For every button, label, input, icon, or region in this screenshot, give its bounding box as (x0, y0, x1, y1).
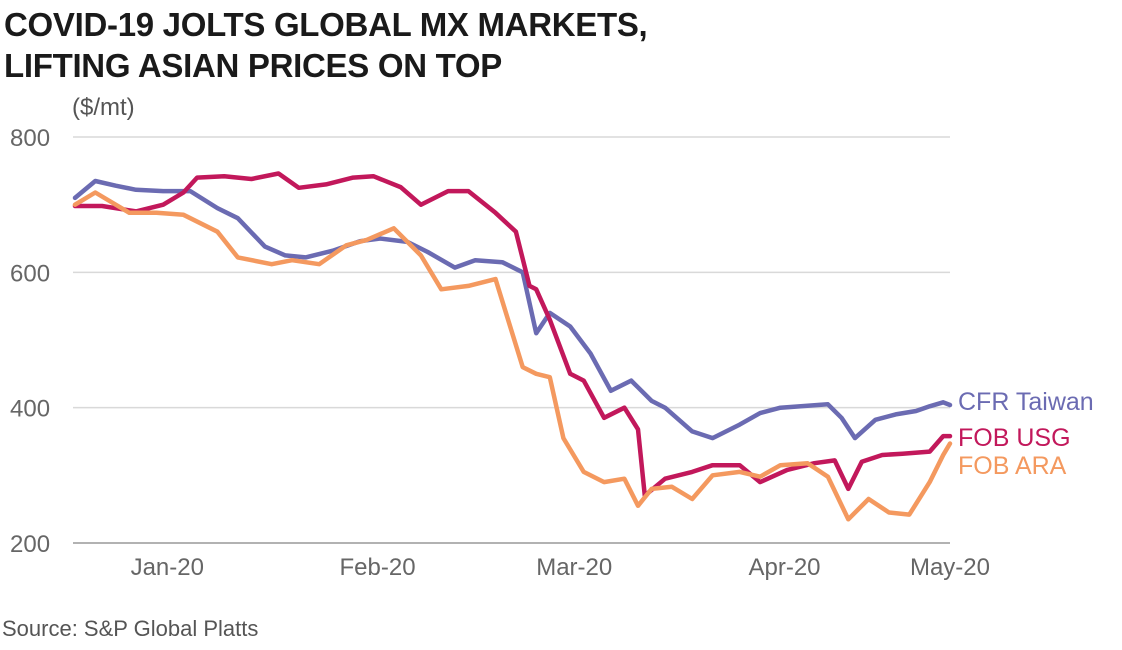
y-tick-label-400: 400 (10, 396, 50, 423)
line-chart: ($/mt) 200 400 600 800 Jan-20 Feb-20 Mar-20 Apr-… (10, 94, 1094, 581)
axes: ($/mt) 200 400 600 800 Jan-20 Feb-20 Mar-20 Apr-… (10, 94, 990, 581)
legend-label-fob-ara: FOB ARA (958, 452, 1067, 480)
series-lines (72, 171, 953, 522)
legend-label-cfr-taiwan: CFR Taiwan (958, 388, 1094, 416)
chart-title-line-1: COVID-19 JOLTS GLOBAL MX MARKETS, (4, 6, 648, 43)
y-tick-label-800: 800 (10, 125, 50, 152)
series-line-fob-usg (72, 171, 953, 498)
y-tick-label-600: 600 (10, 260, 50, 287)
y-axis-unit-label: ($/mt) (72, 94, 135, 121)
series-line-fob-ara (72, 190, 953, 522)
series-line-cfr-taiwan (72, 178, 953, 441)
x-tick-label-apr-20: Apr-20 (748, 554, 820, 581)
legend-label-fob-usg: FOB USG (958, 424, 1071, 452)
chart-title: COVID-19 JOLTS GLOBAL MX MARKETS, LIFTIN… (4, 4, 648, 86)
x-tick-label-may-20: May-20 (910, 554, 990, 581)
chart-title-line-2: LIFTING ASIAN PRICES ON TOP (4, 47, 502, 84)
source-note: Source: S&P Global Platts (2, 616, 259, 641)
x-tick-label-feb-20: Feb-20 (340, 554, 416, 581)
x-tick-label-jan-20: Jan-20 (131, 554, 204, 581)
y-tick-label-200: 200 (10, 531, 50, 558)
x-tick-label-mar-20: Mar-20 (536, 554, 612, 581)
